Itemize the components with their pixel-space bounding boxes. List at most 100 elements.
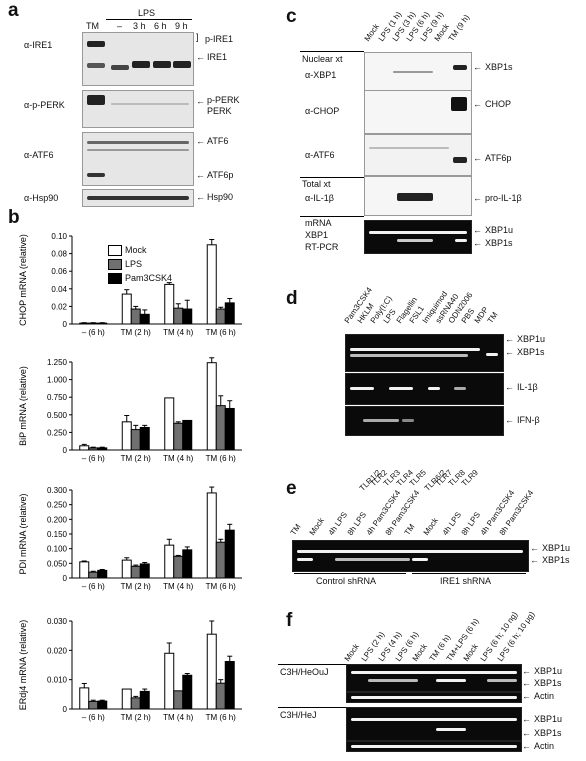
bar xyxy=(173,307,184,325)
y-tick-label: 0.750 xyxy=(47,393,68,402)
lane-label: Mock xyxy=(421,516,440,537)
bar xyxy=(139,313,150,325)
y-tick-label: 0.300 xyxy=(47,486,68,495)
legend-item: LPS xyxy=(108,257,172,271)
divider xyxy=(278,664,346,665)
bar xyxy=(88,571,99,579)
atf6-blot-c xyxy=(364,134,472,176)
section-label: Nuclear xt xyxy=(302,54,343,64)
xbp1-gel-e xyxy=(292,540,529,572)
mrna-label: RT-PCR xyxy=(305,242,339,252)
bar xyxy=(215,308,226,325)
bar xyxy=(97,700,108,710)
arrow-left-icon: ← xyxy=(473,62,482,72)
arrow-left-icon: ← xyxy=(196,96,205,106)
xbp1-rtpcr-gel xyxy=(364,220,472,254)
legend-label: Mock xyxy=(125,245,147,255)
hsp90-blot xyxy=(82,189,194,207)
divider xyxy=(300,216,364,217)
blot-mark: PERK xyxy=(207,106,232,116)
bar xyxy=(164,544,175,579)
x-tick-label: TM (6 h) xyxy=(206,328,237,337)
bar xyxy=(206,492,217,579)
gel-mark: XBP1s xyxy=(534,678,562,688)
antibody-label: α-XBP1 xyxy=(305,70,337,80)
gel-mark: XBP1s xyxy=(542,555,570,565)
bar xyxy=(97,569,108,579)
bar xyxy=(164,283,175,325)
y-axis-label: PDI mRNA (relative) xyxy=(18,493,28,574)
actin-gel-f-hej xyxy=(346,741,522,752)
y-tick-label: 0.250 xyxy=(47,501,68,510)
lps-treatment-label: LPS xyxy=(138,8,156,18)
lane-labels-c: Mock LPS (1 h) LPS (3 h) LPS (6 h) LPS (… xyxy=(363,0,570,52)
legend-swatch xyxy=(108,259,122,271)
bar xyxy=(88,322,99,325)
arrow-left-icon: ← xyxy=(196,192,205,202)
chart-legend: Mock LPS Pam3CSK4 xyxy=(108,243,172,285)
y-axis-label: BiP mRNA (relative) xyxy=(18,366,28,446)
arrow-left-icon: ← xyxy=(505,415,514,425)
x-tick-label: – (6 h) xyxy=(82,582,105,591)
arrow-left-icon: ← xyxy=(473,225,482,235)
bar xyxy=(97,447,108,451)
gel-mark: XBP1u xyxy=(517,334,546,344)
strain-label: C3H/HeOuJ xyxy=(280,667,329,677)
arrow-left-icon: ← xyxy=(522,691,531,701)
bar xyxy=(79,561,90,579)
y-tick-label: 0.250 xyxy=(47,428,68,437)
lps-bracket-line xyxy=(106,19,192,20)
y-tick-label: 0 xyxy=(63,705,68,714)
mrna-label: mRNA xyxy=(305,218,332,228)
blot-mark: IRE1 xyxy=(207,52,228,62)
panel-label-f: f xyxy=(286,610,293,631)
divider xyxy=(300,51,364,52)
antibody-label: α-p-PERK xyxy=(24,100,65,110)
legend-swatch xyxy=(108,245,122,257)
gel-mark: Actin xyxy=(534,741,555,751)
atf6-blot xyxy=(82,132,194,186)
panel-label-b: b xyxy=(8,207,20,228)
bar xyxy=(121,421,132,451)
y-tick-label: 0 xyxy=(63,320,68,329)
gel-mark: XBP1s xyxy=(517,347,545,357)
panel-label-c: c xyxy=(286,6,297,27)
bar xyxy=(88,700,99,710)
section-label: Total xt xyxy=(302,179,331,189)
bar xyxy=(224,529,235,579)
arrow-left-icon: ← xyxy=(530,555,539,565)
blot-mark: CHOP xyxy=(485,99,512,109)
bar xyxy=(130,697,141,710)
arrow-left-icon: ← xyxy=(473,238,482,248)
xbp1-gel-f-heouj xyxy=(346,664,522,692)
x-tick-label: – (6 h) xyxy=(82,713,105,722)
gel-mark: XBP1u xyxy=(485,225,514,235)
blot-mark: XBP1s xyxy=(485,62,513,72)
y-tick-label: 0.050 xyxy=(47,559,68,568)
blot-mark: ATF6p xyxy=(207,170,234,180)
xbp1-blot xyxy=(364,52,472,92)
divider xyxy=(278,707,346,708)
actin-gel-f-heouj xyxy=(346,692,522,703)
bar xyxy=(224,302,235,325)
strain-label: C3H/HeJ xyxy=(280,710,317,720)
y-tick-label: 0.10 xyxy=(51,232,67,241)
arrow-left-icon: ← xyxy=(473,193,482,203)
bar xyxy=(173,690,184,710)
group-line xyxy=(412,573,526,574)
panel-label-d: d xyxy=(286,288,298,309)
bar xyxy=(130,565,141,579)
y-tick-label: 0.150 xyxy=(47,530,68,539)
legend-item: Mock xyxy=(108,243,172,257)
lane-label: Mock xyxy=(362,22,381,43)
bar xyxy=(182,419,193,451)
antibody-label: α-CHOP xyxy=(305,106,340,116)
group-label: Control shRNA xyxy=(316,576,377,586)
y-tick-label: 0.020 xyxy=(47,646,68,655)
arrow-left-icon: ← xyxy=(522,741,531,751)
x-tick-label: TM (4 h) xyxy=(163,582,194,591)
ifnb-gel-d xyxy=(345,406,504,436)
blot-mark: Hsp90 xyxy=(207,192,234,202)
bar xyxy=(139,563,150,579)
x-tick-label: TM (2 h) xyxy=(121,328,152,337)
